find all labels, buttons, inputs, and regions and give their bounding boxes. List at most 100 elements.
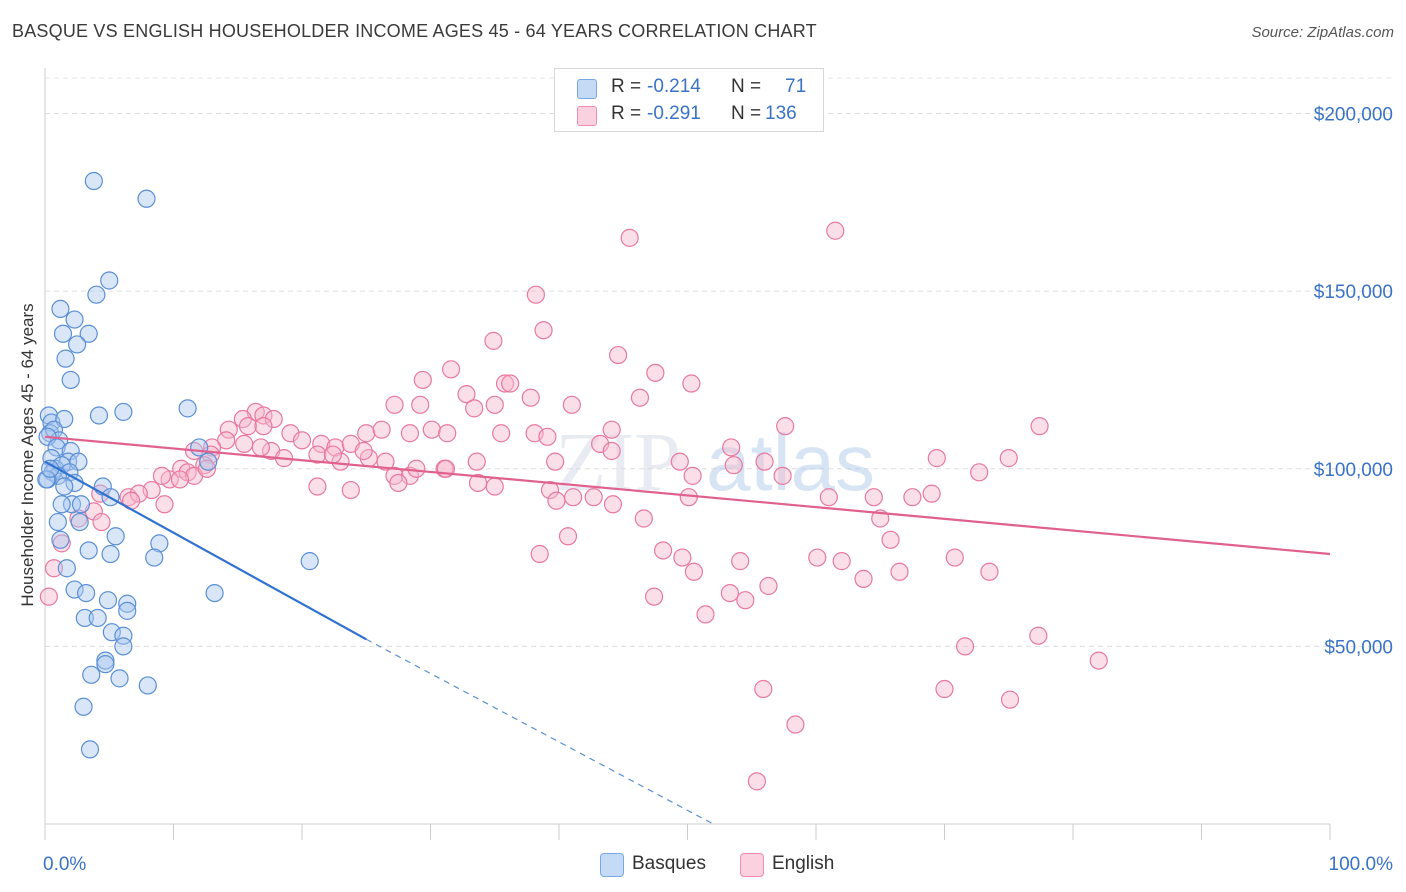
english-point (238, 417, 258, 436)
english-trend-line (44, 435, 1331, 556)
basques-point (106, 527, 125, 546)
basques-points (37, 171, 319, 759)
english-point (609, 345, 628, 365)
english-point (759, 576, 778, 596)
english-point (540, 480, 560, 500)
english-point (129, 484, 148, 503)
basques-r-value: -0.214 (647, 76, 701, 97)
y-axis-label: Householder Income Ages 45 - 64 years (18, 303, 37, 606)
basques-point (55, 477, 74, 496)
basques-point (70, 512, 89, 532)
english-point (591, 434, 610, 453)
english-point (999, 449, 1018, 468)
english-point (1089, 651, 1108, 670)
english-point (264, 409, 283, 429)
english-point (724, 456, 743, 475)
english-point (372, 420, 391, 439)
english-point (786, 715, 805, 734)
source-label: Source: ZipAtlas.com (1251, 24, 1394, 41)
basques-point (137, 189, 156, 208)
basques-point (65, 310, 84, 329)
y-tick-label: $50,000 (1324, 637, 1393, 658)
basques-point (50, 431, 69, 450)
english-point (39, 587, 58, 606)
gridlines (45, 77, 1394, 647)
english-point (155, 495, 174, 514)
basques-point (52, 495, 71, 514)
english-point (1000, 690, 1020, 709)
english-point (670, 452, 689, 471)
basques-point (57, 559, 76, 578)
basques-point (199, 452, 218, 471)
english-point (935, 679, 954, 699)
x-tick-label: 0.0% (43, 854, 86, 875)
english-point (747, 772, 766, 791)
english-point (201, 445, 220, 464)
basques-point (75, 608, 94, 628)
basques-point (65, 580, 84, 599)
basques-point (61, 370, 80, 390)
english-point (679, 488, 698, 507)
english-point (197, 459, 217, 478)
english-point (341, 480, 360, 500)
basques-trend-extension (365, 638, 714, 825)
english-point (354, 441, 373, 461)
english-point (438, 424, 457, 443)
basques-point (48, 512, 67, 532)
correlation-legend: R = -0.214 N = 71 R = -0.291 N = 136 (554, 68, 824, 132)
basques-n-value: 71 (785, 76, 807, 97)
chart-title: BASQUE VS ENGLISH HOUSEHOLDER INCOME AGE… (12, 21, 817, 41)
english-point (755, 452, 774, 471)
english-point (584, 488, 603, 507)
basques-point (114, 626, 133, 645)
english-point (308, 477, 327, 496)
english-point (602, 441, 621, 461)
english-point (292, 431, 312, 450)
english-point (602, 420, 621, 439)
basques-point (51, 530, 70, 549)
english-point (890, 562, 909, 581)
english-point (251, 438, 270, 457)
basques-point (82, 665, 101, 684)
english-point (776, 417, 795, 436)
english-point (501, 374, 520, 393)
english-point (484, 331, 503, 350)
english-point (389, 473, 408, 493)
basques-point (96, 655, 115, 674)
english-point (385, 395, 404, 414)
english-points (39, 221, 1108, 791)
english-point (281, 424, 300, 443)
basques-point (118, 601, 137, 620)
english-point (331, 452, 350, 471)
r-label: R = (611, 103, 642, 124)
english-point (646, 363, 665, 382)
basques-trend-line (44, 460, 367, 641)
basques-point (138, 676, 157, 695)
english-point (564, 488, 583, 507)
english-point (970, 463, 989, 482)
axes (44, 68, 1331, 840)
basques-point (79, 541, 98, 560)
basques-point (118, 594, 137, 613)
english-point (457, 385, 476, 404)
english-point (736, 591, 755, 610)
english-point (530, 544, 549, 564)
trend-lines (44, 435, 1331, 825)
english-point (653, 541, 673, 560)
english-point (312, 434, 331, 453)
english-point (44, 559, 64, 578)
basques-point (80, 740, 100, 759)
english-point (407, 459, 426, 478)
basques-point (68, 335, 87, 354)
basques-point (84, 171, 103, 191)
basques-legend-swatch (600, 853, 624, 877)
english-point (826, 221, 845, 240)
english-point (357, 424, 376, 443)
english-point (696, 605, 715, 624)
english-point (219, 420, 238, 439)
basques-point (101, 544, 120, 564)
english-point (720, 583, 740, 603)
english-point (254, 406, 273, 425)
english-point (465, 399, 484, 418)
english-point (927, 449, 946, 468)
